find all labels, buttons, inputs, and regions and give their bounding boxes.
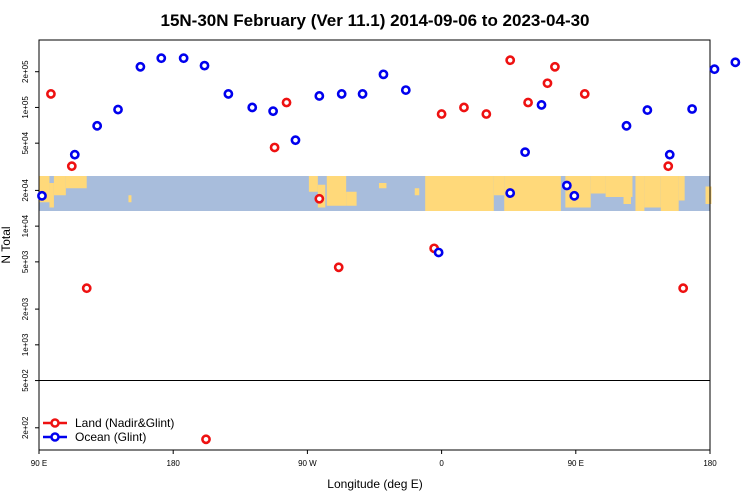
land-point [314,193,325,204]
y-tick-label: 2e+02 [21,416,30,439]
land-point [66,161,77,172]
map-land-3 [65,176,87,189]
land-point [663,161,674,172]
world-map-strip [39,176,712,211]
ocean-point [178,53,189,64]
map-land-14 [565,176,591,208]
land-point [281,97,292,108]
ocean-point [400,85,411,95]
map-land-4 [128,195,132,203]
legend: Land (Nadir&Glint) Ocean (Glint) [43,416,174,444]
map-land-8 [346,191,357,206]
ocean-point [687,104,698,114]
land-point [523,97,533,108]
map-land-12 [493,176,505,196]
ocean-point [730,57,741,68]
map-land-9 [378,183,387,189]
ocean-point [357,89,368,99]
y-axis-label: N Total [0,226,13,263]
y-tick-label: 2e+03 [21,297,30,320]
x-tick-label: 90 E [31,459,47,468]
x-tick-label: 180 [703,459,717,468]
y-tick-label: 1e+04 [21,214,30,237]
ocean-point [314,91,325,101]
y-tick-label: 2e+05 [21,60,30,83]
plot-frame [38,39,711,451]
x-axis-label: Longitude (deg E) [327,477,422,491]
ocean-point [135,61,146,72]
y-tick-label: 5e+04 [21,131,30,154]
land-point [436,109,447,119]
x-axis: 90 E 180 90 W 0 90 E 180 [31,450,717,468]
land-point [579,89,590,99]
ocean-point [290,135,301,146]
ocean-point [223,89,234,99]
map-land-22 [705,186,712,204]
legend-marker-land [50,418,60,428]
land-point [505,55,516,66]
ocean-point [268,106,279,117]
land-point [678,283,689,294]
ocean-point [621,120,632,131]
land-point [459,102,469,113]
ocean-point [505,188,516,198]
ocean-point [156,53,167,64]
ocean-point [378,69,389,80]
ocean-point [199,60,210,71]
map-land-2 [53,176,66,196]
ocean-point [336,89,347,99]
x-tick-label: 180 [167,459,181,468]
map-land-0 [39,176,50,203]
ocean-point [69,149,80,160]
ocean-point [113,104,123,115]
ocean-point [536,100,547,110]
map-land-17 [623,193,631,204]
map-land-21 [678,176,685,201]
map-land-11 [425,176,494,211]
map-land-16 [605,176,633,197]
land-point [81,283,92,294]
y-tick-label: 2e+04 [21,179,30,202]
x-tick-label: 90 E [568,459,584,468]
y-axis: 2e+02 5e+02 1e+03 2e+03 5e+03 1e+04 2e+04 5e+04… [21,60,39,439]
y-tick-label: 1e+05 [21,96,30,119]
land-point [46,89,56,99]
map-land-1 [49,183,54,208]
x-tick-label: 0 [439,459,444,468]
ocean-point [642,105,653,115]
legend-label-land: Land (Nadir&Glint) [75,416,174,430]
map-land-20 [660,176,679,211]
land-point [201,434,211,445]
x-tick-label: 90 W [298,459,317,468]
ocean-point [247,102,258,113]
y-tick-label: 5e+03 [21,250,30,273]
map-land-19 [644,176,661,208]
land-point [481,109,492,119]
map-land-7 [326,176,347,206]
ocean-point [569,190,580,201]
ocean-point [561,180,572,191]
ocean-point [520,147,531,158]
ocean-point [709,64,720,75]
y-tick-label: 1e+03 [21,333,30,356]
legend-marker-ocean [50,432,60,442]
y-tick-label: 5e+02 [21,369,30,392]
land-point [550,61,560,72]
map-land-10 [414,188,420,196]
chart-title: 15N-30N February (Ver 11.1) 2014-09-06 t… [160,11,589,30]
ocean-point [433,247,444,258]
legend-label-ocean: Ocean (Glint) [75,430,146,444]
map-land-18 [635,176,645,211]
ocean-point [37,190,47,201]
data-points [37,53,741,445]
ocean-point [664,149,675,160]
land-point [542,78,553,89]
land-point [333,262,344,273]
land-point [269,142,280,153]
map-land-5 [308,176,318,192]
ocean-point [92,120,103,131]
map-land-15 [590,176,606,194]
